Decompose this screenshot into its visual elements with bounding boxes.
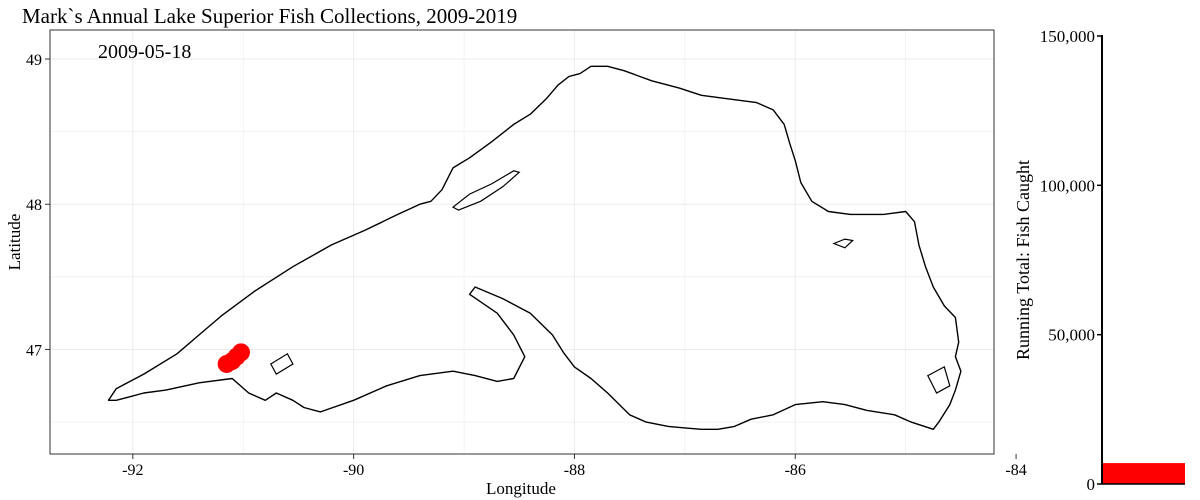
chart-title: Mark`s Annual Lake Superior Fish Collect… [22, 4, 517, 28]
date-label: 2009-05-18 [98, 41, 191, 63]
island-outline [451, 170, 521, 211]
map-panel: -92 -90 -88 -86 -84 47 48 49 2009-05-18 Longit… [5, 29, 1027, 498]
lake-shoreline [107, 65, 962, 430]
y-axis-label: Latitude [5, 214, 24, 271]
island-outline [926, 366, 951, 394]
x-axis-ticks: -92 -90 -88 -86 -84 [122, 454, 1027, 479]
bar-axis-ticks: 0 50,000 100,000 150,000 [1040, 27, 1102, 494]
y-tick-label: 47 [26, 342, 42, 359]
bar-axis-label: Running Total: Fish Caught [1013, 160, 1033, 360]
map-gridlines [50, 30, 994, 454]
y-tick-label: 49 [26, 52, 42, 69]
x-tick-label: -90 [343, 462, 364, 479]
running-total-bar [1103, 463, 1185, 484]
map-plot-background [50, 30, 994, 454]
x-tick-label: -92 [122, 462, 143, 479]
collection-points [217, 343, 251, 373]
x-tick-label: -84 [1005, 462, 1026, 479]
y-axis-ticks: 47 48 49 [26, 52, 50, 359]
collection-point [217, 354, 236, 373]
y-tick-label: 48 [26, 197, 42, 214]
total-panel: 0 50,000 100,000 150,000 Running Total: Fis… [1013, 27, 1185, 494]
x-axis-label: Longitude [486, 479, 556, 498]
island-outline [270, 352, 294, 375]
x-tick-label: -86 [785, 462, 806, 479]
lake-islands [270, 170, 951, 394]
bar-tick-label: 50,000 [1048, 326, 1095, 345]
island-outline [832, 238, 854, 249]
bar-tick-label: 150,000 [1040, 27, 1095, 46]
x-tick-label: -88 [564, 462, 585, 479]
bar-tick-label: 100,000 [1040, 176, 1095, 195]
map-panel-border [49, 29, 995, 455]
bar-tick-label: 0 [1087, 475, 1096, 494]
